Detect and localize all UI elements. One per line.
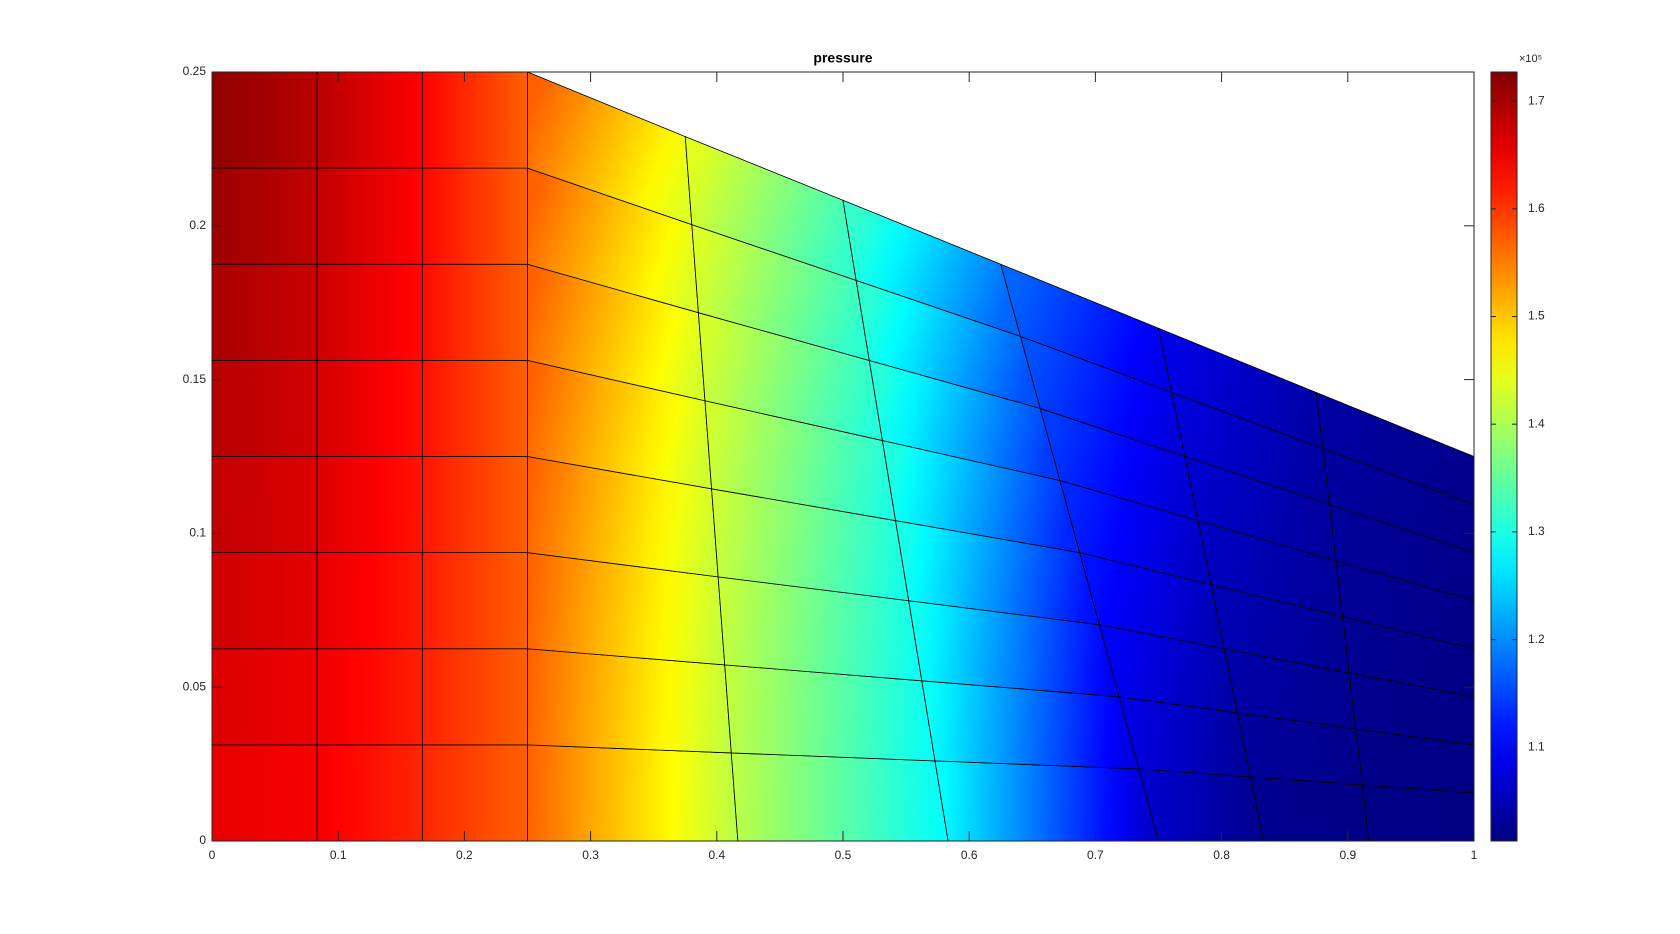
y-tick-label: 0.05	[183, 679, 207, 693]
mesh-cell	[316, 456, 423, 554]
mesh-cell	[1138, 768, 1265, 842]
chart-title: pressure	[813, 50, 872, 66]
x-tick-label: 0.5	[835, 848, 852, 862]
mesh-cell	[316, 552, 423, 650]
colorbar-tick-label: 1.4	[1528, 416, 1545, 430]
mesh-cell	[316, 167, 423, 265]
x-tick-label: 1	[1471, 848, 1478, 862]
colorbar-tick-label: 1.3	[1528, 524, 1545, 538]
mesh-cell	[421, 359, 528, 457]
colorbar-tick-label: 1.2	[1528, 632, 1545, 646]
y-tick-label: 0.1	[189, 526, 206, 540]
mesh-cell	[421, 167, 528, 265]
mesh-cell	[211, 648, 318, 746]
mesh-cell	[421, 263, 528, 361]
x-tick-label: 0.8	[1213, 848, 1230, 862]
x-tick-label: 0.7	[1087, 848, 1104, 862]
mesh-cell	[421, 552, 528, 650]
mesh-cell	[211, 263, 318, 361]
colorbar-tick-label: 1.5	[1528, 309, 1545, 323]
mesh-cell	[421, 648, 528, 746]
mesh-cell	[211, 456, 318, 554]
x-tick-label: 0	[209, 848, 216, 862]
mesh-cell	[527, 648, 732, 754]
mesh-cell	[211, 744, 318, 842]
mesh-cell	[211, 71, 318, 169]
mesh-cell	[316, 744, 423, 842]
colorbar-exponent: ×10⁵	[1519, 53, 1542, 65]
mesh-cell	[211, 359, 318, 457]
mesh-cell	[316, 359, 423, 457]
mesh-cell	[421, 71, 528, 169]
mesh-cell	[1249, 776, 1370, 842]
colorbar	[1490, 71, 1518, 842]
mesh-cell	[421, 744, 528, 842]
mesh-cell	[316, 263, 423, 361]
y-tick-label: 0.15	[183, 372, 207, 386]
mesh-cell	[316, 71, 423, 169]
y-tick-label: 0.2	[189, 218, 206, 232]
mesh-cell	[421, 456, 528, 554]
y-tick-label: 0.25	[183, 64, 207, 78]
x-tick-label: 0.6	[961, 848, 978, 862]
mesh-cell	[211, 552, 318, 650]
mesh-cell	[1361, 784, 1475, 842]
mesh-cell	[730, 752, 949, 842]
colorbar-tick-label: 1.1	[1528, 739, 1545, 753]
x-tick-label: 0.3	[582, 848, 599, 862]
mesh-cell	[527, 744, 739, 842]
colorbar-tick-label: 1.6	[1528, 201, 1545, 215]
mesh-cell	[316, 648, 423, 746]
colorbar-tick-label: 1.7	[1528, 93, 1545, 107]
mesh-cell	[934, 760, 1160, 842]
x-tick-label: 0.4	[708, 848, 725, 862]
mesh-cell	[211, 167, 318, 265]
x-tick-label: 0.2	[456, 848, 473, 862]
x-tick-label: 0.9	[1339, 848, 1356, 862]
y-tick-label: 0	[199, 833, 206, 847]
x-tick-label: 0.1	[330, 848, 347, 862]
